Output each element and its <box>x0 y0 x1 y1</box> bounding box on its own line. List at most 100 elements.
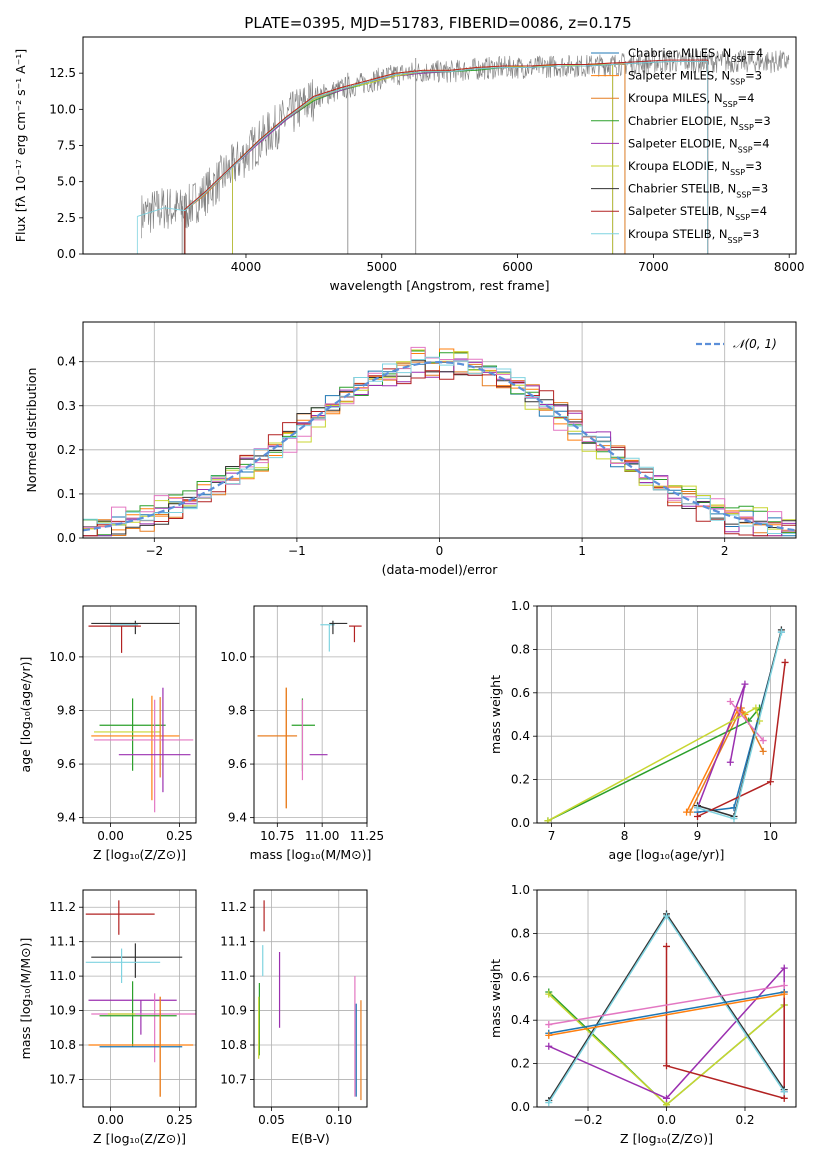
age_vs_Z-plot-area <box>88 620 194 813</box>
age_vs_mass-frame <box>253 605 368 824</box>
spectrum-legend: Chabrier MILES, NSSP=4 Salpeter MILES, NS… <box>591 46 771 244</box>
mass_vs_Z-point <box>85 900 155 935</box>
residuals-ylabel: Normed distribution <box>24 368 39 493</box>
age_vs_mass-point <box>257 687 298 809</box>
weight_vs_age-panel: 7 8 9 10 0.0 0.2 0.4 0.6 0.8 1.0 age [log₁₀(age/yr… <box>488 599 797 862</box>
residual-histogram <box>83 356 796 534</box>
age_vs_Z-point <box>118 687 191 793</box>
spectrum-model-line <box>184 64 625 211</box>
mass_vs_ebv-plot-area <box>258 900 362 1101</box>
residuals-legend-label: 𝒩(0, 1) <box>733 337 777 351</box>
weight_vs_age-ylabel: mass weight <box>488 675 503 754</box>
age_vs_mass-xlabel: mass [log₁₀(M/M⊙)] <box>250 847 372 862</box>
weight_vs_age-series-marker <box>544 817 552 823</box>
weight_vs_age-xtick-label: 8 <box>621 829 629 843</box>
weight_vs_age-ytick-label: 0.8 <box>511 642 530 656</box>
age_vs_mass-xtick-label: 11.25 <box>350 829 384 843</box>
mass_vs_ebv-ytick-label: 11.0 <box>220 969 247 983</box>
weight_vs_Z-series-marker <box>780 990 788 998</box>
residuals-xlabel: (data-model)/error <box>382 562 499 577</box>
weight_vs_age-series-marker <box>694 804 702 812</box>
mass_vs_Z-ytick-label: 11.2 <box>49 900 76 914</box>
mass_vs_ebv-ytick-label: 11.1 <box>220 935 247 949</box>
weight_vs_age-series-marker <box>781 658 789 666</box>
spectrum-frame <box>82 36 797 255</box>
spectrum-panel: 4000 5000 6000 7000 8000 0.0 2.5 5.0 7.5 10.0 12.5… <box>13 36 804 293</box>
weight_vs_Z-ytick-label: 0.8 <box>511 926 530 940</box>
weight_vs_age-series-line <box>696 683 746 809</box>
mass_vs_Z-point <box>85 948 161 983</box>
mass_vs_Z-plot-area <box>85 900 196 1097</box>
residuals-xtick-label: 1 <box>578 544 586 558</box>
residuals-xtick-label: 2 <box>721 544 729 558</box>
residuals-legend: 𝒩(0, 1) <box>696 337 777 351</box>
mass_vs_Z-ytick-label: 11.1 <box>49 935 76 949</box>
age_vs_mass-point <box>329 620 348 635</box>
spectrum-ytick-label: 12.5 <box>49 66 76 80</box>
weight_vs_Z-frame <box>536 889 797 1108</box>
residuals-ytick-label: 0.0 <box>57 531 76 545</box>
mass_vs_ebv-panel: 0.05 0.10 10.7 10.8 10.9 11.0 11.1 11.2 E(B-V) <box>220 889 368 1146</box>
weight_vs_Z-series-line <box>665 946 785 1100</box>
spectrum-xtick-label: 6000 <box>502 260 533 274</box>
spectrum-model-line <box>184 59 708 210</box>
mass_vs_Z-xlabel: Z [log₁₀(Z/Z⊙)] <box>93 1131 186 1146</box>
weight_vs_age-series-marker <box>759 747 767 755</box>
age_vs_Z-ytick-label: 9.6 <box>57 757 76 771</box>
age_vs_Z-point <box>99 698 166 771</box>
mass_vs_Z-ytick-label: 11.0 <box>49 969 76 983</box>
mass_vs_Z-panel: 0.00 0.25 10.7 10.8 10.9 11.0 11.1 11.2 Z [log₁₀… <box>18 889 197 1146</box>
mass_vs_ebv-xlabel: E(B-V) <box>291 1131 330 1146</box>
weight_vs_age-series-marker <box>741 680 749 688</box>
mass_vs_Z-point <box>91 993 196 1063</box>
weight_vs_age-series-marker <box>686 808 694 816</box>
weight_vs_Z-series-marker <box>545 990 553 998</box>
mass_vs_Z-frame <box>82 889 197 1108</box>
mass_vs_Z-ytick-label: 10.7 <box>49 1072 76 1086</box>
age_vs_mass-point <box>349 625 362 643</box>
spectrum-ytick-label: 0.0 <box>57 247 76 261</box>
weight_vs_age-series-marker <box>752 704 760 712</box>
weight_vs_age-series-marker <box>777 628 785 636</box>
spectrum-legend-label: Salpeter STELIB, NSSP=4 <box>628 204 767 222</box>
figure-title: PLATE=0395, MJD=51783, FIBERID=0086, z=0… <box>244 14 631 32</box>
residuals-plot-area <box>83 346 796 537</box>
mass_vs_Z-xtick-label: 0.25 <box>166 1113 193 1127</box>
age_vs_Z-point <box>91 620 180 635</box>
spectrum-xlabel: wavelength [Angstrom, rest frame] <box>329 278 549 293</box>
age_vs_Z-ylabel: age [log₁₀(age/yr)] <box>18 657 33 773</box>
spectrum-ytick-label: 5.0 <box>57 175 76 189</box>
spectrum-ytick-label: 7.5 <box>57 139 76 153</box>
mass_vs_ebv-ytick-label: 10.8 <box>220 1038 247 1052</box>
mass_vs_ebv-xtick-label: 0.05 <box>258 1113 285 1127</box>
weight_vs_Z-series-marker <box>663 942 670 950</box>
age_vs_mass-xtick-label: 11.00 <box>305 829 339 843</box>
age_vs_mass-xtick-label: 10.75 <box>260 829 294 843</box>
weight_vs_Z-series-marker <box>545 1031 553 1039</box>
mass_vs_Z-ytick-label: 10.9 <box>49 1004 76 1018</box>
weight_vs_Z-xtick-label: 0.0 <box>657 1113 676 1127</box>
weight_vs_Z-series-marker <box>780 981 788 989</box>
age_vs_Z-point <box>91 695 180 801</box>
spectrum-xtick-label: 5000 <box>367 260 398 274</box>
weight_vs_Z-series-marker <box>663 912 670 920</box>
weight_vs_age-plot-area <box>544 626 789 823</box>
weight_vs_age-series-marker <box>726 697 734 705</box>
spectrum-legend-label: Chabrier STELIB, NSSP=3 <box>628 182 768 200</box>
age_vs_mass-ytick-label: 9.6 <box>228 757 247 771</box>
weight_vs_age-series-marker <box>694 812 702 820</box>
age_vs_Z-point <box>88 625 141 653</box>
age_vs_Z-xtick-label: 0.00 <box>97 829 124 843</box>
weight_vs_age-ytick-label: 0.4 <box>511 729 530 743</box>
spectrum-plot-area <box>136 49 790 254</box>
mass_vs_ebv-frame <box>253 889 368 1108</box>
mass_vs_ebv-ytick-label: 10.7 <box>220 1072 247 1086</box>
weight_vs_age-series-marker <box>730 815 738 823</box>
weight_vs_Z-series-marker <box>545 1099 553 1107</box>
spectrum-legend-label: Kroupa ELODIE, NSSP=3 <box>628 159 762 177</box>
spectrum-ytick-label: 10.0 <box>49 102 76 116</box>
residual-histogram <box>83 368 796 537</box>
spectrum-legend-label: Chabrier ELODIE, NSSP=3 <box>628 114 771 132</box>
weight_vs_age-series-marker <box>766 778 774 786</box>
